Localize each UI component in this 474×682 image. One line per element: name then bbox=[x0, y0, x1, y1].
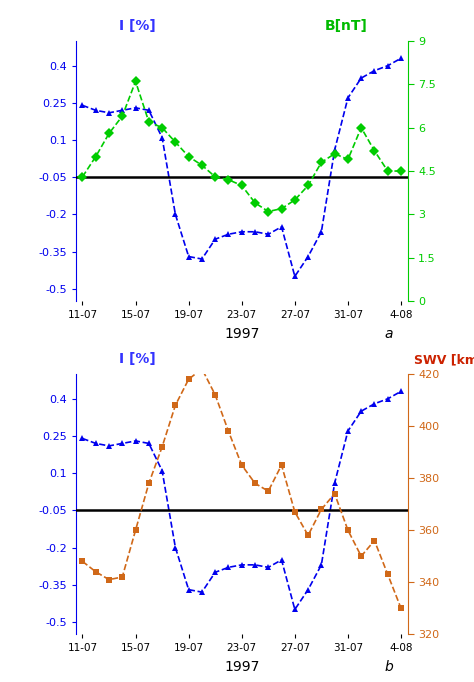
Text: a: a bbox=[384, 327, 393, 341]
Text: I [%]: I [%] bbox=[119, 352, 156, 366]
Text: 1997: 1997 bbox=[224, 660, 259, 674]
Text: b: b bbox=[384, 660, 393, 674]
Text: I [%]: I [%] bbox=[119, 19, 156, 33]
Text: B[nT]: B[nT] bbox=[325, 19, 368, 33]
Text: SWV [km s⁻¹]: SWV [km s⁻¹] bbox=[414, 353, 474, 366]
Text: 1997: 1997 bbox=[224, 327, 259, 341]
